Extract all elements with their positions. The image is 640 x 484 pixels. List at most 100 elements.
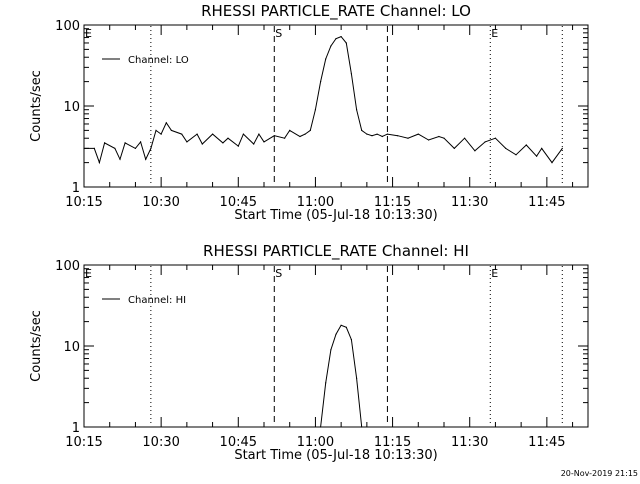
x-tick-label: 10:30 (142, 435, 179, 450)
data-point (150, 147, 152, 149)
data-point (361, 426, 363, 428)
data-point (330, 45, 332, 47)
data-point (196, 133, 198, 135)
marker-label: E (491, 27, 498, 40)
data-point (165, 122, 167, 124)
data-point (356, 377, 358, 379)
data-point (536, 155, 538, 157)
x-tick-label: 10:15 (65, 435, 102, 450)
series-line-channel-hi (320, 324, 363, 428)
data-point (93, 147, 95, 149)
data-point (335, 38, 337, 40)
data-point (340, 36, 342, 38)
x-tick-label: 11:45 (528, 435, 565, 450)
x-tick-label: 11:00 (297, 195, 334, 210)
data-point (253, 143, 255, 145)
data-point (371, 135, 373, 137)
y-tick-label: 100 (55, 259, 80, 274)
data-point (453, 147, 455, 149)
data-point (258, 133, 260, 135)
data-point (201, 143, 203, 145)
data-point (484, 141, 486, 143)
x-tick-label: 11:00 (297, 435, 334, 450)
marker-label: S (275, 267, 282, 280)
data-point (386, 133, 388, 135)
data-point (83, 147, 85, 149)
panel-lo: RHESSI PARTICLE_RATE Channel: LO 1 10 100 10… (29, 2, 589, 223)
data-point (237, 145, 239, 147)
data-point (119, 158, 121, 160)
data-point (212, 133, 214, 135)
data-point (474, 150, 476, 152)
data-point (140, 141, 142, 143)
x-axis-label: Start Time (05-Jul-18 10:13:30) (234, 448, 437, 463)
data-point (155, 129, 157, 131)
data-point (227, 137, 229, 139)
data-point (222, 142, 224, 144)
x-tick-label: 10:45 (220, 435, 257, 450)
y-tick-label: 100 (55, 19, 80, 34)
data-point (309, 129, 311, 131)
data-point (551, 162, 553, 164)
data-point (376, 133, 378, 135)
plot-frame (83, 24, 589, 188)
data-point (345, 326, 347, 328)
chart-title: RHESSI PARTICLE_RATE Channel: LO (201, 2, 471, 21)
data-point (114, 147, 116, 149)
x-tick-label: 10:30 (142, 195, 179, 210)
y-tick-label: 10 (63, 340, 80, 355)
data-point (325, 58, 327, 60)
x-tick-label: 11:45 (528, 195, 565, 210)
data-point (443, 137, 445, 139)
y-tick-label: 1 (72, 181, 80, 196)
marker-label: E (491, 267, 498, 280)
legend-label: Channel: HI (128, 295, 186, 306)
marker-label: S (275, 27, 282, 40)
data-point (289, 129, 291, 131)
y-tick-label: 10 (63, 100, 80, 115)
data-point (134, 147, 136, 149)
data-point (464, 137, 466, 139)
data-point (366, 133, 368, 135)
data-point (104, 142, 106, 144)
y-axis-label: Counts/sec (29, 310, 44, 382)
data-point (242, 133, 244, 135)
data-point (515, 154, 517, 156)
data-point (494, 137, 496, 139)
panel-hi: RHESSI PARTICLE_RATE Channel: HI 1 10 100 10… (29, 242, 589, 463)
data-point (525, 144, 527, 146)
legend-label: Channel: LO (128, 55, 189, 66)
data-point (314, 109, 316, 111)
data-point (335, 333, 337, 335)
data-point (98, 162, 100, 164)
data-point (170, 129, 172, 131)
data-point (541, 147, 543, 149)
data-point (320, 81, 322, 83)
x-tick-label: 11:30 (451, 195, 488, 210)
data-point (407, 137, 409, 139)
marker-label: E (85, 267, 92, 280)
series-line-channel-lo (84, 36, 563, 165)
data-point (325, 382, 327, 384)
data-point (160, 133, 162, 135)
data-point (438, 135, 440, 138)
data-point (186, 141, 188, 143)
data-point (304, 133, 306, 135)
marker-label: E (85, 27, 92, 40)
data-point (181, 133, 183, 135)
x-axis-label: Start Time (05-Jul-18 10:13:30) (234, 208, 437, 223)
data-point (350, 339, 352, 341)
x-tick-label: 11:15 (374, 195, 411, 210)
data-point (299, 135, 301, 138)
data-point (284, 137, 286, 139)
data-point (356, 109, 358, 111)
data-point (397, 135, 399, 137)
data-point (124, 142, 126, 144)
data-point (263, 141, 265, 143)
y-axis-label: Counts/sec (29, 70, 44, 142)
data-point (361, 129, 363, 131)
data-point (505, 147, 507, 149)
data-point (145, 158, 147, 160)
x-tick-label: 11:30 (451, 435, 488, 450)
